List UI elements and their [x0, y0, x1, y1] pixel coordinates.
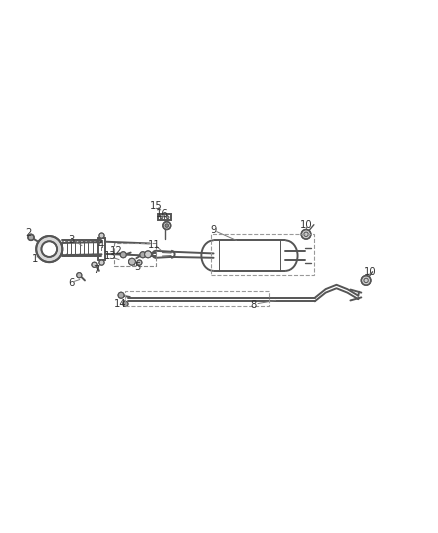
Circle shape: [165, 224, 169, 228]
Circle shape: [36, 236, 62, 262]
Circle shape: [99, 233, 104, 238]
Circle shape: [140, 252, 146, 258]
Text: 7: 7: [93, 264, 99, 274]
Text: 14: 14: [113, 299, 126, 309]
Text: 2: 2: [25, 228, 32, 238]
Text: 16: 16: [156, 209, 169, 219]
Text: 4: 4: [98, 240, 104, 250]
Text: 3: 3: [68, 235, 74, 245]
Text: 12: 12: [110, 246, 123, 256]
Circle shape: [128, 258, 135, 265]
Text: 6: 6: [68, 278, 74, 288]
Circle shape: [77, 272, 82, 278]
Circle shape: [301, 230, 311, 239]
Circle shape: [166, 216, 169, 219]
Text: 15: 15: [149, 201, 162, 211]
Text: 10: 10: [300, 220, 312, 230]
Circle shape: [123, 301, 128, 306]
Circle shape: [145, 251, 152, 258]
Text: 9: 9: [211, 225, 217, 235]
Circle shape: [42, 241, 57, 257]
Circle shape: [361, 276, 371, 285]
Circle shape: [120, 252, 126, 258]
Circle shape: [92, 262, 97, 268]
Circle shape: [163, 222, 171, 230]
Text: 5: 5: [134, 262, 141, 272]
Circle shape: [99, 260, 104, 265]
Circle shape: [137, 260, 142, 265]
Text: 8: 8: [251, 300, 257, 310]
Circle shape: [118, 292, 124, 298]
Circle shape: [28, 235, 34, 240]
Text: 1: 1: [32, 254, 38, 264]
Text: 10: 10: [364, 267, 376, 277]
Circle shape: [160, 216, 163, 219]
Text: 13: 13: [104, 251, 117, 261]
Text: 11: 11: [148, 240, 161, 250]
